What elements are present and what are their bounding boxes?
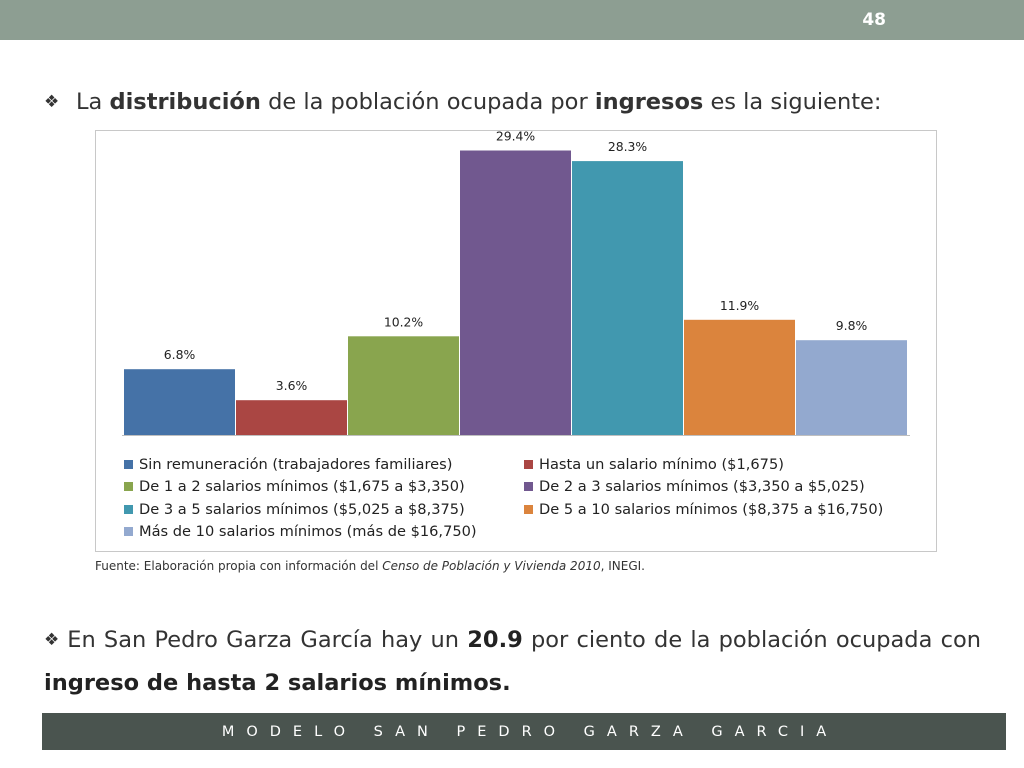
legend-label-6: De 5 a 10 salarios mínimos ($8,375 a $16… — [539, 500, 884, 518]
summary-paragraph: ❖ En San Pedro Garza García hay un 20.9 p… — [44, 619, 981, 705]
bar-chart-plot: 6.8% 3.6% 10.2% 29.4% 28.3% 11.9% 9.8% — [122, 131, 910, 436]
legend-label-7: Más de 10 salarios mínimos (más de $16,7… — [139, 523, 477, 541]
bar-2 — [236, 400, 347, 435]
legend-swatch-1 — [124, 459, 133, 469]
bar-value-label-5: 28.3% — [608, 139, 648, 154]
legend-item-5: De 3 a 5 salarios mínimos ($5,025 a $8,3… — [124, 498, 524, 521]
heading-bold-ingresos: ingresos — [594, 89, 704, 115]
diamond-bullet-icon: ❖ — [44, 630, 60, 650]
heading-text-1: La — [76, 89, 110, 115]
source-prefix: Fuente: Elaboración propia con informaci… — [95, 559, 383, 573]
footer-title: MODELO SAN PEDRO GARZA GARCIA — [221, 723, 839, 740]
legend-swatch-2 — [524, 459, 533, 469]
top-bar: 48 — [0, 0, 1024, 40]
heading-bold-distribucion: distribución — [109, 89, 261, 115]
legend-item-3: De 1 a 2 salarios mínimos ($1,675 a $3,3… — [124, 476, 524, 499]
legend-item-1: Sin remuneración (trabajadores familiare… — [124, 453, 524, 476]
bar-value-label-7: 9.8% — [836, 318, 868, 333]
legend-swatch-6 — [524, 504, 533, 514]
legend-swatch-5 — [124, 504, 133, 514]
legend-item-2: Hasta un salario mínimo ($1,675) — [524, 453, 924, 476]
paragraph-bold-percent: 20.9 — [467, 627, 523, 653]
bar-value-label-6: 11.9% — [720, 298, 760, 313]
paragraph-text-1: En San Pedro Garza García hay un — [67, 627, 468, 653]
legend-swatch-3 — [124, 482, 133, 492]
chart-legend: Sin remuneración (trabajadores familiare… — [124, 453, 924, 543]
slide-heading: ❖ La distribución de la población ocupada… — [44, 89, 1004, 115]
bar-1 — [124, 369, 235, 435]
source-suffix: , INEGI. — [600, 559, 645, 573]
bar-value-label-4: 29.4% — [496, 131, 536, 144]
legend-item-4: De 2 a 3 salarios mínimos ($3,350 a $5,0… — [524, 476, 924, 499]
footer-bar: MODELO SAN PEDRO GARZA GARCIA — [42, 713, 1006, 750]
source-italic: Censo de Población y Vivienda 2010 — [382, 559, 601, 573]
bar-5 — [572, 161, 683, 435]
page-number: 48 — [862, 10, 886, 30]
bar-6 — [684, 319, 795, 435]
bar-value-label-2: 3.6% — [276, 378, 308, 393]
bar-3 — [348, 336, 459, 435]
bar-value-label-1: 6.8% — [164, 347, 196, 362]
paragraph-text-2: por ciento de la población ocupada con — [522, 627, 981, 653]
heading-text-2: de la población ocupada por — [260, 89, 595, 115]
paragraph-bold-income: ingreso de hasta 2 salarios mínimos. — [44, 670, 511, 696]
income-distribution-chart: 6.8% 3.6% 10.2% 29.4% 28.3% 11.9% 9.8% Sin rem… — [95, 130, 937, 552]
legend-label-2: Hasta un salario mínimo ($1,675) — [539, 455, 784, 473]
bar-7 — [796, 340, 907, 435]
legend-swatch-7 — [124, 527, 133, 537]
diamond-bullet-icon: ❖ — [44, 92, 60, 112]
legend-swatch-4 — [524, 482, 533, 492]
source-note: Fuente: Elaboración propia con informaci… — [95, 559, 645, 573]
legend-label-5: De 3 a 5 salarios mínimos ($5,025 a $8,3… — [139, 500, 465, 518]
legend-label-4: De 2 a 3 salarios mínimos ($3,350 a $5,0… — [539, 478, 865, 496]
legend-item-6: De 5 a 10 salarios mínimos ($8,375 a $16… — [524, 498, 924, 521]
legend-label-1: Sin remuneración (trabajadores familiare… — [139, 455, 453, 473]
bar-4 — [460, 150, 571, 435]
heading-text-3: es la siguiente: — [703, 89, 882, 115]
legend-label-3: De 1 a 2 salarios mínimos ($1,675 a $3,3… — [139, 478, 465, 496]
legend-item-7: Más de 10 salarios mínimos (más de $16,7… — [124, 521, 524, 544]
bar-value-label-3: 10.2% — [384, 314, 424, 329]
